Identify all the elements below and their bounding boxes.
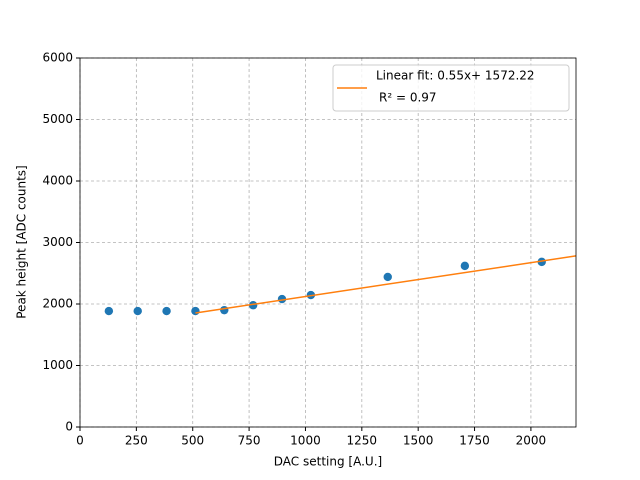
y-tick-label: 2000 <box>42 297 73 311</box>
x-tick-label: 1250 <box>347 434 378 448</box>
legend-box <box>332 64 570 112</box>
data-point <box>133 306 142 316</box>
y-tick-label: 4000 <box>42 174 73 188</box>
data-point <box>104 306 114 316</box>
data-point <box>537 257 546 267</box>
x-tick-label: 1750 <box>459 434 490 448</box>
x-tick-label: 750 <box>238 434 261 448</box>
data-point <box>277 294 287 304</box>
y-tick-label: 1000 <box>42 358 73 372</box>
data-point <box>191 306 200 316</box>
data-point <box>220 305 229 315</box>
legend-label: Linear fit: 0.55x+ 1572.22 <box>376 69 535 83</box>
fit-line <box>195 255 576 314</box>
data-point <box>460 261 470 271</box>
x-tick-label: 2000 <box>516 434 547 448</box>
y-tick-label: 5000 <box>42 112 73 126</box>
x-tick-label: 0 <box>76 434 84 448</box>
x-tick-label: 1000 <box>290 434 321 448</box>
plot-frame <box>79 57 577 428</box>
x-tick-label: 500 <box>181 434 204 448</box>
x-tick-label: 250 <box>125 434 148 448</box>
data-point <box>383 272 392 282</box>
legend-note: R² = 0.97 <box>379 91 437 105</box>
data-point <box>162 306 171 316</box>
y-tick-label: 6000 <box>42 51 73 65</box>
y-tick-label: 3000 <box>42 235 73 249</box>
x-tick-label: 1500 <box>403 434 434 448</box>
x-axis-label: DAC setting [A.U.] <box>274 455 382 469</box>
y-tick-label: 0 <box>65 420 73 434</box>
data-point <box>248 301 258 310</box>
y-axis-label: Peak height [ADC counts] <box>15 165 29 319</box>
